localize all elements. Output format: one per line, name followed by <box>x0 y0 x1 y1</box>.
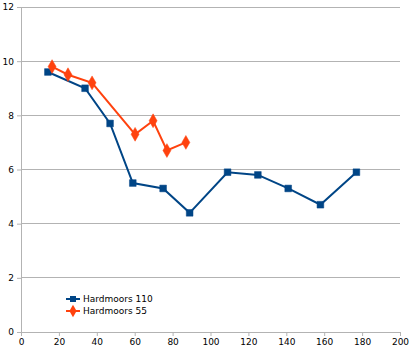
tick: 8 <box>8 111 21 121</box>
marker <box>353 169 360 176</box>
tick: 6 <box>8 165 21 175</box>
tick-mark <box>324 332 325 336</box>
tick: 12 <box>3 2 21 12</box>
tick: 40 <box>92 332 104 347</box>
tick-mark <box>97 332 98 336</box>
tick-label: 0 <box>19 337 25 347</box>
tick: 60 <box>129 332 141 347</box>
marker <box>163 144 171 158</box>
grid-line <box>21 277 400 278</box>
marker <box>160 185 167 192</box>
tick-label: 100 <box>202 337 219 347</box>
tick-mark <box>17 115 21 116</box>
tick-mark <box>59 332 60 336</box>
tick: 100 <box>202 332 219 347</box>
tick: 160 <box>316 332 333 347</box>
x-axis: 0 20 40 60 80 100 120 140 160 180 200 <box>19 332 410 347</box>
tick-label: 20 <box>54 337 66 347</box>
marks <box>45 60 360 217</box>
legend-item: Hardmoors 110 <box>66 294 153 304</box>
legend-marker <box>70 296 76 302</box>
tick-label: 40 <box>92 337 104 347</box>
tick-mark <box>135 332 136 336</box>
grid-line <box>21 7 400 8</box>
tick-mark <box>21 332 22 336</box>
tick: 0 <box>8 327 21 337</box>
tick-label: 160 <box>316 337 333 347</box>
marker <box>64 68 72 82</box>
grid-line <box>21 115 400 116</box>
marker <box>317 201 324 208</box>
grid-line <box>21 169 400 170</box>
plot: 0 20 40 60 80 100 120 140 160 180 200 0 2 4 6 8 10 12 Hard… <box>3 2 410 347</box>
tick: 140 <box>278 332 295 347</box>
tick-label: 8 <box>8 111 14 121</box>
y-axis: 0 2 4 6 8 10 12 <box>3 2 22 337</box>
marker <box>182 136 190 150</box>
tick: 120 <box>240 332 257 347</box>
tick: 0 <box>19 332 25 347</box>
tick: 20 <box>54 332 66 347</box>
legend-marker <box>69 305 76 317</box>
tick: 10 <box>3 57 21 67</box>
tick-mark <box>17 332 21 333</box>
marker <box>285 185 292 192</box>
legend-label: Hardmoors 110 <box>83 294 153 304</box>
tick-label: 10 <box>3 57 15 67</box>
tick: 4 <box>8 219 21 229</box>
series-line <box>52 67 186 151</box>
grid-line <box>21 223 400 224</box>
marker <box>255 172 262 179</box>
marker <box>82 85 89 92</box>
marker <box>224 169 231 176</box>
tick-label: 140 <box>278 337 295 347</box>
tick-mark <box>17 61 21 62</box>
axis-line <box>21 8 22 333</box>
legend-item: Hardmoors 55 <box>66 305 147 317</box>
tick-label: 120 <box>240 337 257 347</box>
grid <box>21 7 400 332</box>
tick-label: 0 <box>8 327 14 337</box>
tick-label: 12 <box>3 2 14 12</box>
tick-mark <box>248 332 249 336</box>
legend: Hardmoors 110 Hardmoors 55 <box>66 294 153 317</box>
tick: 80 <box>167 332 179 347</box>
tick-mark <box>286 332 287 336</box>
tick-mark <box>17 170 21 171</box>
tick: 2 <box>8 273 21 283</box>
tick-mark <box>173 332 174 336</box>
series-line <box>48 72 357 213</box>
tick: 180 <box>354 332 371 347</box>
tick-label: 80 <box>167 337 179 347</box>
tick-mark <box>400 332 401 336</box>
tick: 200 <box>392 332 409 347</box>
grid-line <box>21 61 400 62</box>
chart: 0 20 40 60 80 100 120 140 160 180 200 0 2 4 6 8 10 12 Hard… <box>0 0 413 355</box>
tick-mark <box>362 332 363 336</box>
tick-mark <box>17 224 21 225</box>
tick-label: 60 <box>129 337 141 347</box>
tick-label: 4 <box>8 219 14 229</box>
tick-mark <box>211 332 212 336</box>
marker <box>88 76 96 90</box>
marker <box>48 60 56 74</box>
tick-label: 180 <box>354 337 371 347</box>
marker <box>129 180 136 187</box>
tick-mark <box>17 7 21 8</box>
marker <box>131 127 139 141</box>
tick-label: 2 <box>8 273 14 283</box>
marker <box>107 120 114 127</box>
tick-label: 200 <box>392 337 409 347</box>
tick-label: 6 <box>8 165 14 175</box>
tick-mark <box>17 278 21 279</box>
marker <box>149 114 157 128</box>
marker <box>186 209 193 216</box>
legend-label: Hardmoors 55 <box>83 306 147 316</box>
